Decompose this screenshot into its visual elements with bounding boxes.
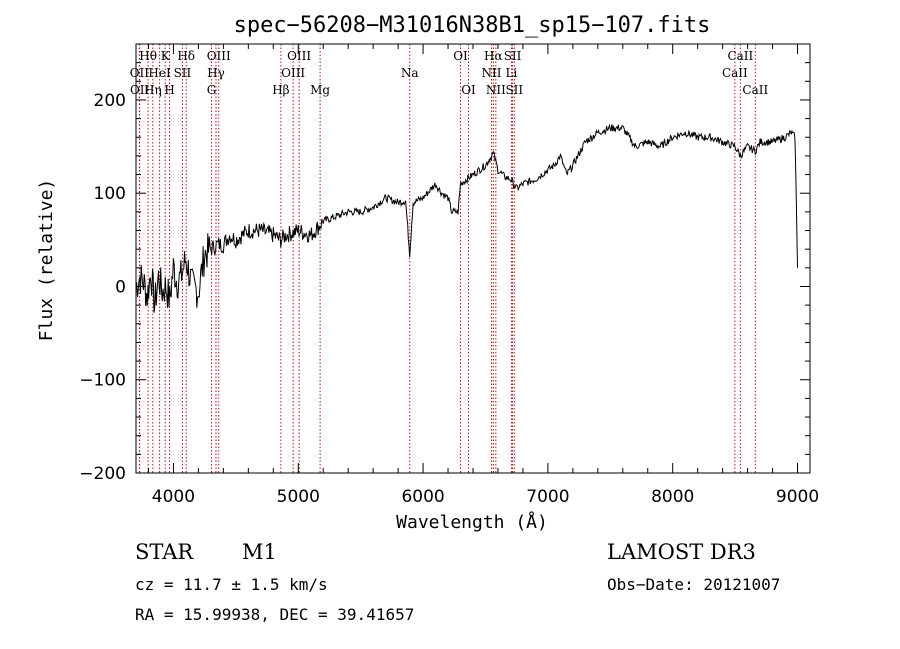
spectral-line-label: Hθ xyxy=(139,49,157,63)
spectral-line-label: SII xyxy=(174,66,192,80)
spectral-line-label: CaII xyxy=(727,49,753,63)
spectral-line-label: HeI xyxy=(148,66,171,80)
object-subclass: M1 xyxy=(242,540,277,564)
object-class: STAR xyxy=(135,540,194,564)
redshift-readout: cz = 11.7 ± 1.5 km/s xyxy=(135,575,328,594)
x-tick-label: 6000 xyxy=(401,487,444,507)
spectral-line-label: G xyxy=(207,83,217,97)
y-tick-label: 100 xyxy=(94,184,126,204)
y-axis-label: Flux (relative) xyxy=(36,179,57,342)
spectral-line-label: Hη xyxy=(144,83,162,97)
spectral-line-label: NII xyxy=(481,66,501,80)
x-axis-ticks: 4000 5000 6000 7000 8000 9000 xyxy=(147,44,819,507)
spectrum-line xyxy=(135,123,798,313)
spectral-line-label: OIII xyxy=(207,49,231,63)
survey-name: LAMOST DR3 xyxy=(607,540,756,564)
x-tick-label: 4000 xyxy=(152,487,195,507)
y-tick-label: 0 xyxy=(115,277,126,297)
spectral-line-label: OI xyxy=(461,83,476,97)
coordinates-readout: RA = 15.99938, DEC = 39.41657 xyxy=(135,605,414,624)
spectral-line-label: NII xyxy=(486,83,506,97)
y-tick-label: −100 xyxy=(79,371,126,391)
spectral-line-label: Hγ xyxy=(207,66,225,80)
spectral-line-label: OIII xyxy=(281,66,305,80)
spectral-line-label: Hδ xyxy=(177,49,195,63)
x-tick-label: 5000 xyxy=(277,487,320,507)
plot-frame xyxy=(135,43,811,474)
y-tick-label: −200 xyxy=(79,464,126,484)
spectral-line-label: OII xyxy=(130,83,150,97)
spectral-line-label: CaII xyxy=(722,66,748,80)
spectral-line-label: Hβ xyxy=(272,83,289,97)
spectral-line-label: SII xyxy=(504,49,522,63)
spectral-line-label: SII xyxy=(505,83,523,97)
x-tick-label: 8000 xyxy=(651,487,694,507)
spectral-line-label: H xyxy=(164,83,174,97)
spectral-line-label: Na xyxy=(401,66,419,80)
spectral-line-label: K xyxy=(161,49,171,63)
spectral-line-markers xyxy=(138,44,756,473)
spectral-line-label: OIII xyxy=(287,49,311,63)
x-axis-label: Wavelength (Å) xyxy=(396,511,548,533)
x-tick-label: 7000 xyxy=(526,487,569,507)
x-tick-label: 9000 xyxy=(776,487,819,507)
spectral-line-label: Mg xyxy=(310,83,330,97)
y-tick-label: 200 xyxy=(94,91,126,111)
spectral-line-label: Li xyxy=(506,66,518,80)
spectral-line-label: OI xyxy=(453,49,468,63)
observation-date: Obs−Date: 20121007 xyxy=(607,575,780,594)
chart-title: spec−56208−M31016N38B1_sp15−107.fits xyxy=(234,13,711,38)
spectral-line-label: CaII xyxy=(742,83,768,97)
spectral-line-label: Hα xyxy=(484,49,503,63)
y-axis-ticks: −200 −100 0 100 200 xyxy=(79,43,810,484)
spectral-line-label: OII xyxy=(130,66,150,80)
